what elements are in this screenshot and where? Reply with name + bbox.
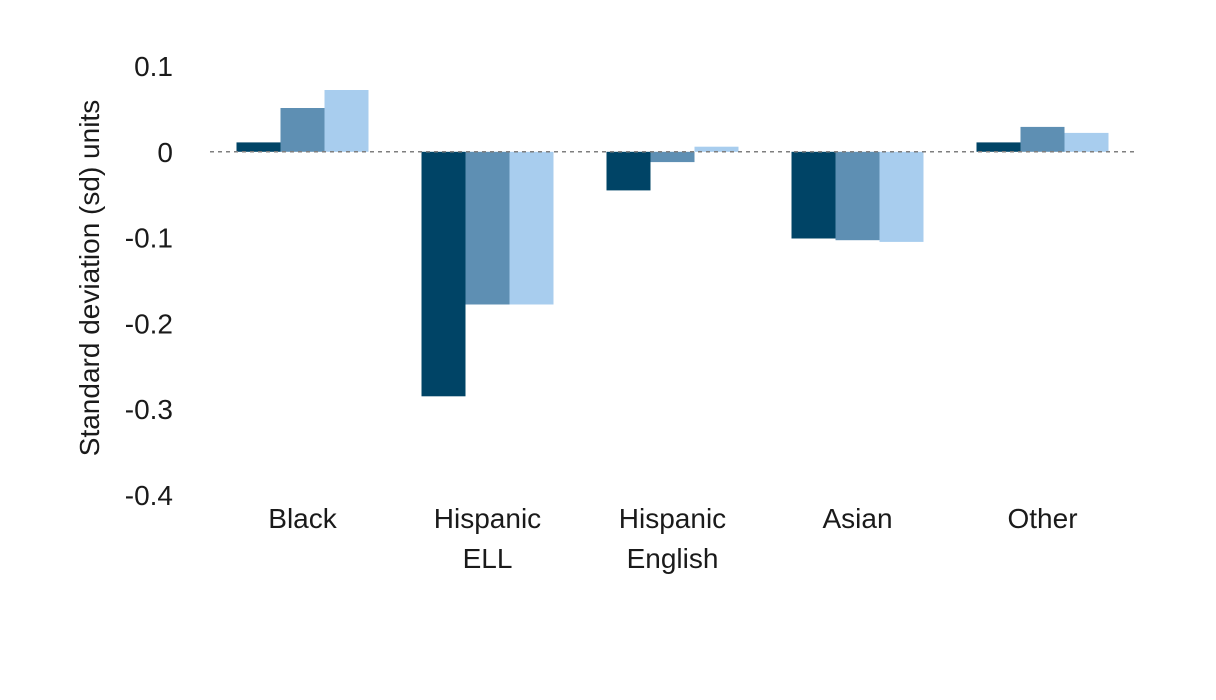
y-tick-label: -0.4 [125,480,173,511]
bars-group [236,90,1109,397]
x-category-label: Hispanic ELL [434,503,541,574]
bar-series-2-category-5 [1020,126,1065,152]
y-tick-label: 0.1 [134,51,173,82]
bar-series-2-category-3 [650,151,695,163]
x-category-label: Hispanic English [619,503,726,574]
bar-series-1-category-2 [421,151,466,397]
bar-series-2-category-2 [465,151,510,305]
x-axis-labels: Black Hispanic ELL Hispanic English Asian Othe… [268,503,1077,574]
bar-series-1-category-4 [791,151,836,239]
bar-series-1-category-5 [976,142,1021,152]
bar-series-3-category-2 [509,151,554,305]
bar-series-3-category-1 [324,90,369,152]
y-tick-label: 0 [157,137,173,168]
bar-series-2-category-4 [835,151,880,241]
x-category-label: Other [1007,503,1077,534]
bar-series-3-category-4 [879,151,924,242]
bar-series-2-category-1 [280,108,325,152]
x-category-label: Black [268,503,337,534]
y-axis-title: Standard deviation (sd) units [74,100,105,456]
y-axis-ticks: 0.1 0 -0.1 -0.2 -0.3 -0.4 [125,51,173,511]
x-category-label: Asian [822,503,892,534]
bar-series-3-category-3 [694,146,739,152]
bar-series-1-category-1 [236,142,281,152]
y-tick-label: -0.1 [125,223,173,254]
y-tick-label: -0.3 [125,394,173,425]
bar-series-1-category-3 [606,151,651,191]
y-tick-label: -0.2 [125,308,173,339]
bar-series-3-category-5 [1064,132,1109,152]
